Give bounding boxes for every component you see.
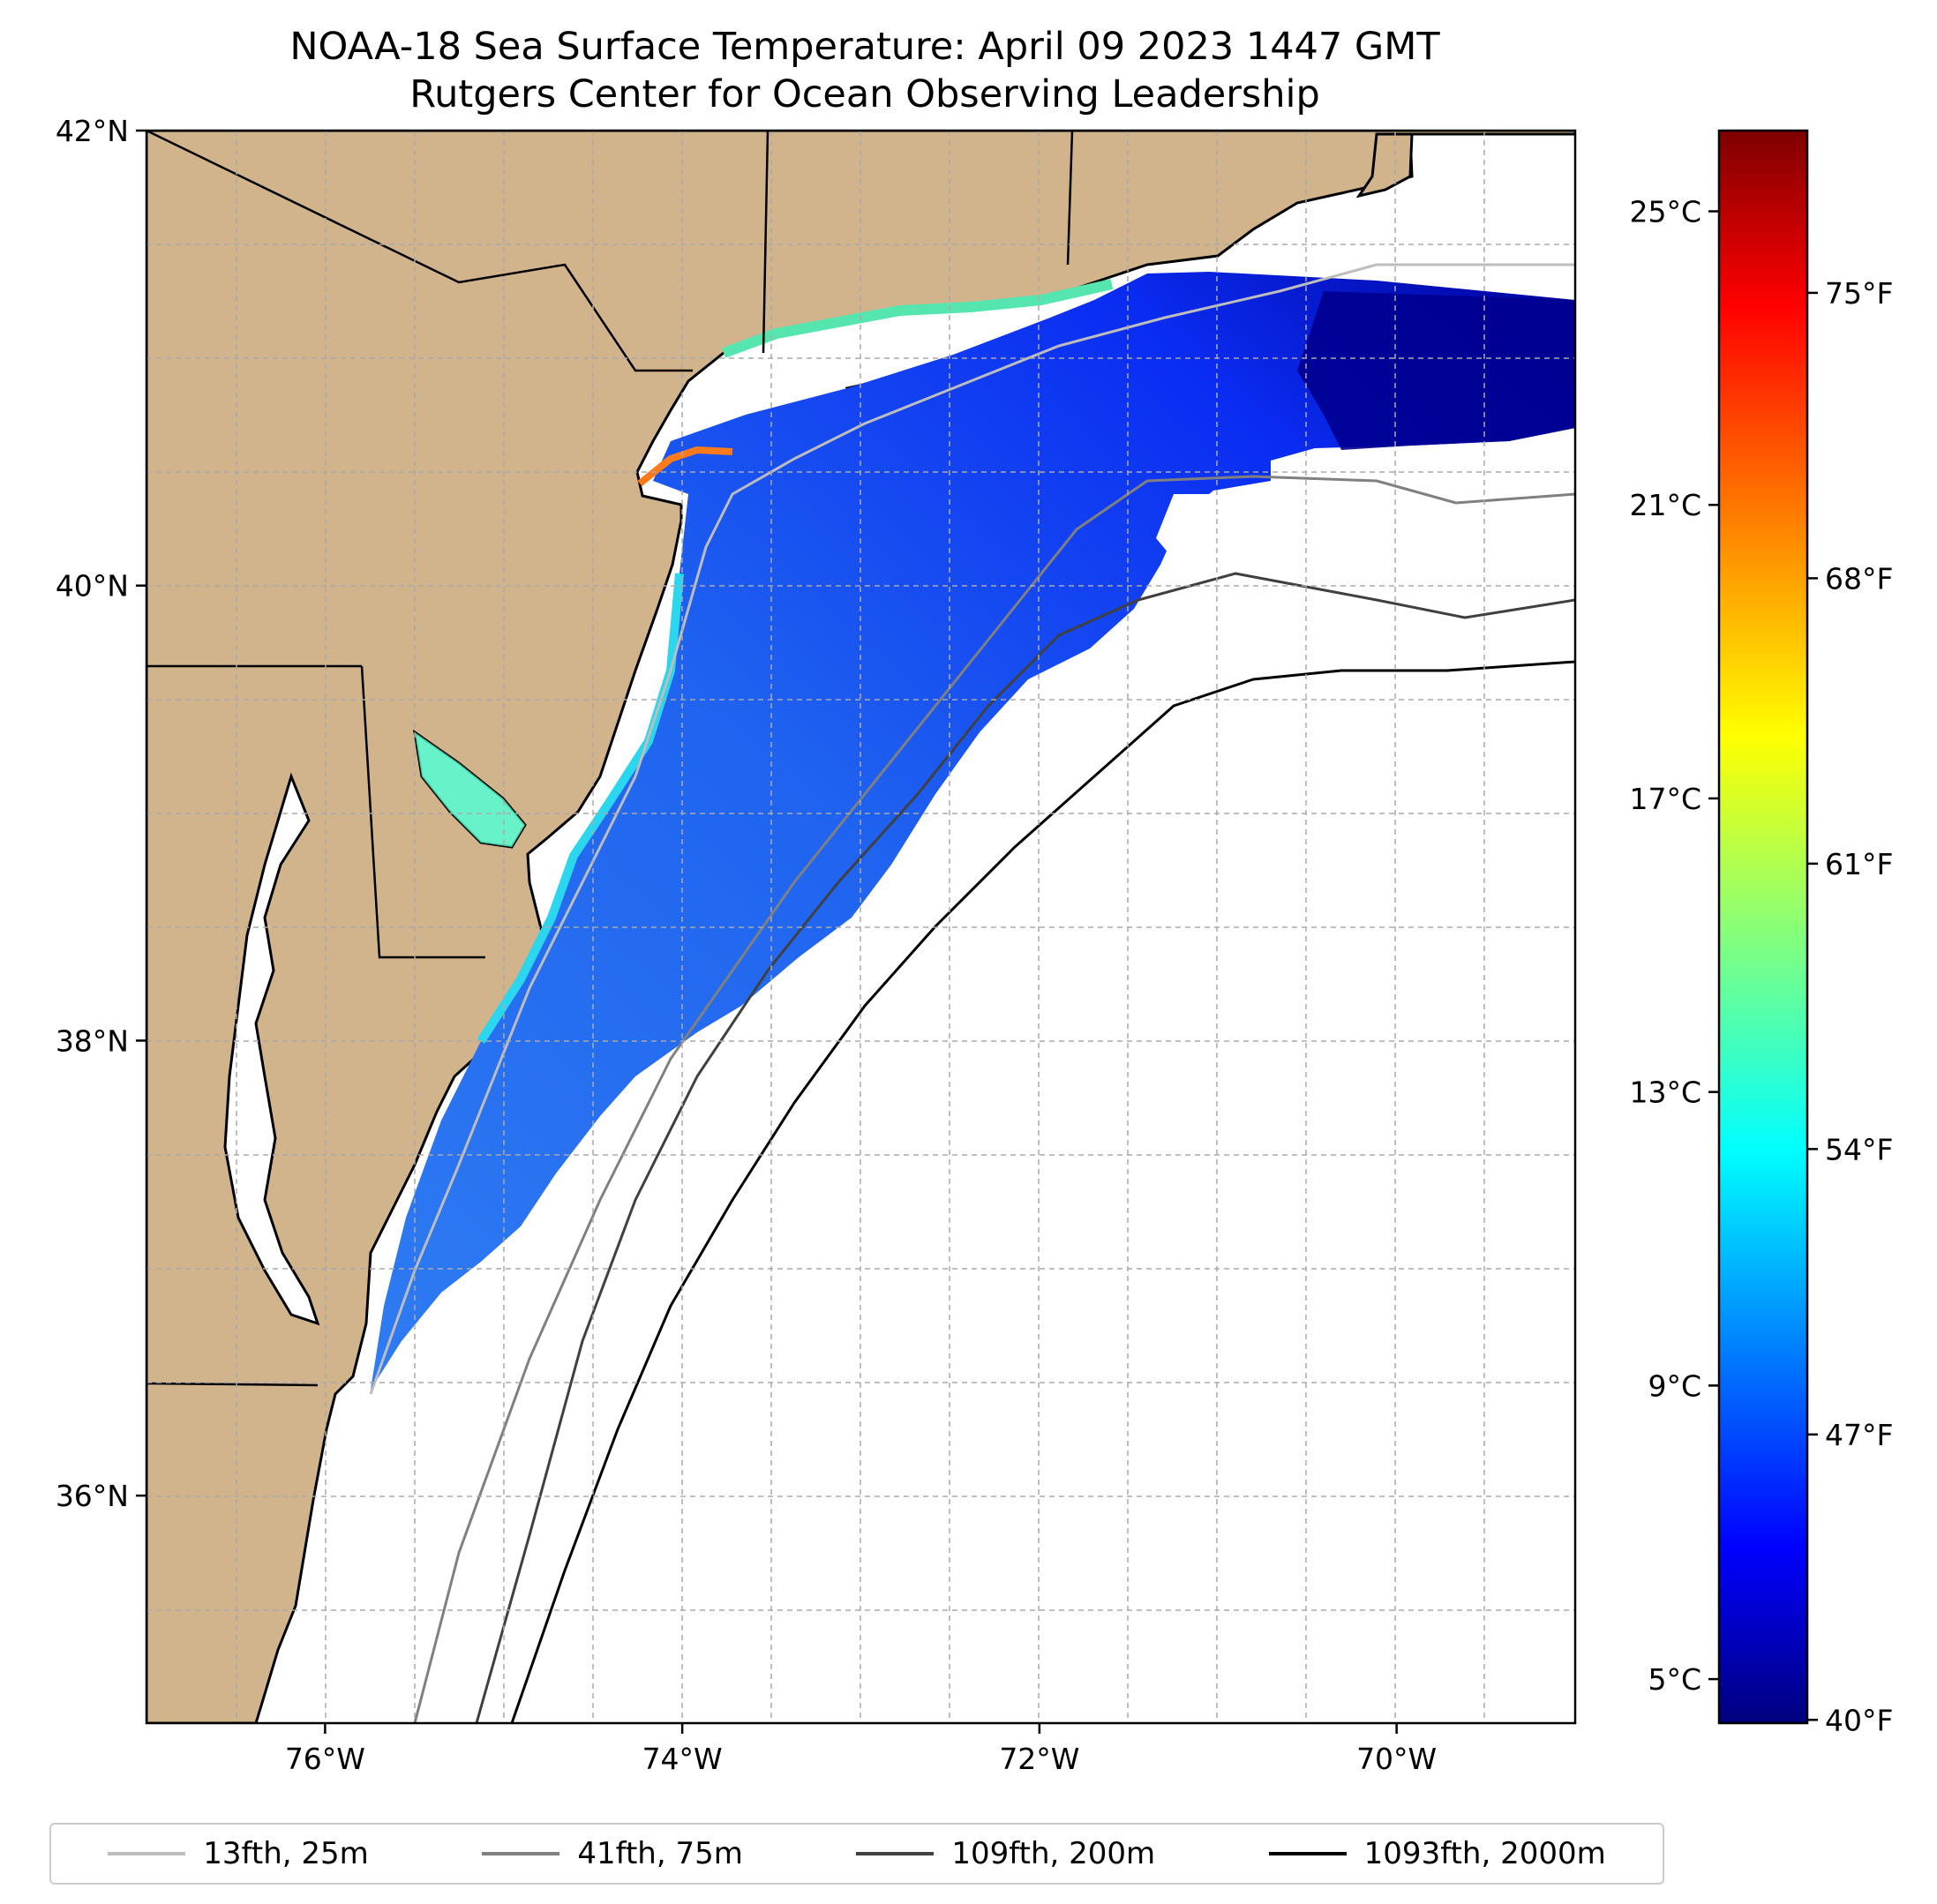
colorbar-fahrenheit-axis: 40°F 47°F 54°F 61°F 68°F 75°F — [1807, 276, 1893, 1737]
lat-tick-label: 38°N — [56, 1023, 129, 1058]
contour-200m — [475, 572, 1575, 1723]
legend-entry: 13fth, 25m — [108, 1836, 369, 1871]
lat-axis: 36°N 38°N 40°N 42°N — [56, 114, 146, 1513]
state-line-ny-pa — [146, 131, 693, 372]
map-canvas — [146, 131, 1575, 1723]
colorbar-fahrenheit-label: 54°F — [1825, 1132, 1893, 1166]
state-line-md-va — [146, 1382, 319, 1387]
colorbar-fahrenheit-label: 68°F — [1825, 561, 1893, 596]
colorbar-celsius-label: 13°C — [1629, 1076, 1701, 1110]
sst-cold-east — [1297, 291, 1575, 450]
land-cape-cod — [1355, 132, 1414, 199]
lat-tick-label: 40°N — [56, 569, 129, 603]
colorbar-fahrenheit-label: 75°F — [1825, 276, 1893, 311]
state-line-ct-ma — [762, 131, 770, 354]
bathymetry-contours — [369, 263, 1575, 1723]
legend-entry: 1093fth, 2000m — [1268, 1836, 1606, 1871]
sst-warm-ny-bight — [637, 446, 733, 487]
map-frame — [145, 129, 1577, 1725]
state-boundaries — [146, 131, 1074, 1387]
lon-tick-label: 72°W — [999, 1742, 1079, 1776]
colorbar-fahrenheit-label: 47°F — [1825, 1418, 1893, 1452]
contour-2000m — [510, 660, 1575, 1723]
colorbar-celsius-label: 21°C — [1629, 488, 1701, 522]
gridlines — [146, 131, 1575, 1723]
colorbar-gradient — [1717, 129, 1809, 1725]
colorbar-fahrenheit-label: 61°F — [1825, 847, 1893, 881]
legend-entry: 41fth, 75m — [482, 1836, 743, 1871]
sst-warm-long-island-sound — [721, 279, 1114, 358]
colorbar-celsius-label: 5°C — [1648, 1662, 1701, 1697]
lat-tick-label: 36°N — [56, 1479, 129, 1513]
chesapeake-bay — [223, 772, 320, 1326]
legend-line-swatch — [1268, 1852, 1347, 1855]
legend-label: 1093fth, 2000m — [1363, 1836, 1606, 1871]
legend-label: 41fth, 75m — [577, 1836, 743, 1871]
lon-axis: 76°W 74°W 72°W 70°W — [285, 1723, 1437, 1776]
map-title: NOAA-18 Sea Surface Temperature: April 0… — [289, 25, 1440, 69]
sst-cloud-gap — [1156, 494, 1227, 565]
colorbar-celsius-label: 17°C — [1629, 782, 1701, 816]
lon-tick-label: 70°W — [1356, 1742, 1437, 1776]
legend-entry: 109fth, 200m — [856, 1836, 1155, 1871]
colorbar-celsius-label: 9°C — [1648, 1368, 1701, 1403]
map-subtitle: Rutgers Center for Ocean Observing Leade… — [409, 72, 1320, 116]
contour-25m — [369, 263, 1575, 1395]
legend-label: 13fth, 25m — [203, 1836, 369, 1871]
sst-swath — [371, 272, 1575, 1390]
legend-line-swatch — [856, 1852, 935, 1855]
lon-tick-label: 74°W — [642, 1742, 723, 1776]
legend: 13fth, 25m 41fth, 75m 109fth, 200m 1093fth,… — [49, 1823, 1664, 1885]
colorbar — [1717, 129, 1809, 1725]
legend-label: 109fth, 200m — [951, 1836, 1156, 1871]
lon-tick-label: 76°W — [285, 1742, 365, 1776]
legend-line-swatch — [482, 1852, 560, 1855]
colorbar-celsius-label: 25°C — [1629, 194, 1701, 229]
map-plot: 76°W 74°W 72°W 70°W 36°N 38°N 40°N 42°N 5°C 9°C… — [56, 114, 1894, 1776]
state-line-ri — [1066, 131, 1074, 266]
state-line-nj-de — [360, 665, 485, 959]
sst-warm-delaware — [415, 732, 525, 847]
legend-line-swatch — [108, 1852, 186, 1855]
colorbar-celsius-axis: 5°C 9°C 13°C 17°C 21°C 25°C — [1629, 194, 1719, 1697]
colorbar-fahrenheit-label: 40°F — [1825, 1703, 1893, 1737]
lat-tick-label: 42°N — [56, 114, 129, 148]
contour-75m — [413, 475, 1575, 1723]
